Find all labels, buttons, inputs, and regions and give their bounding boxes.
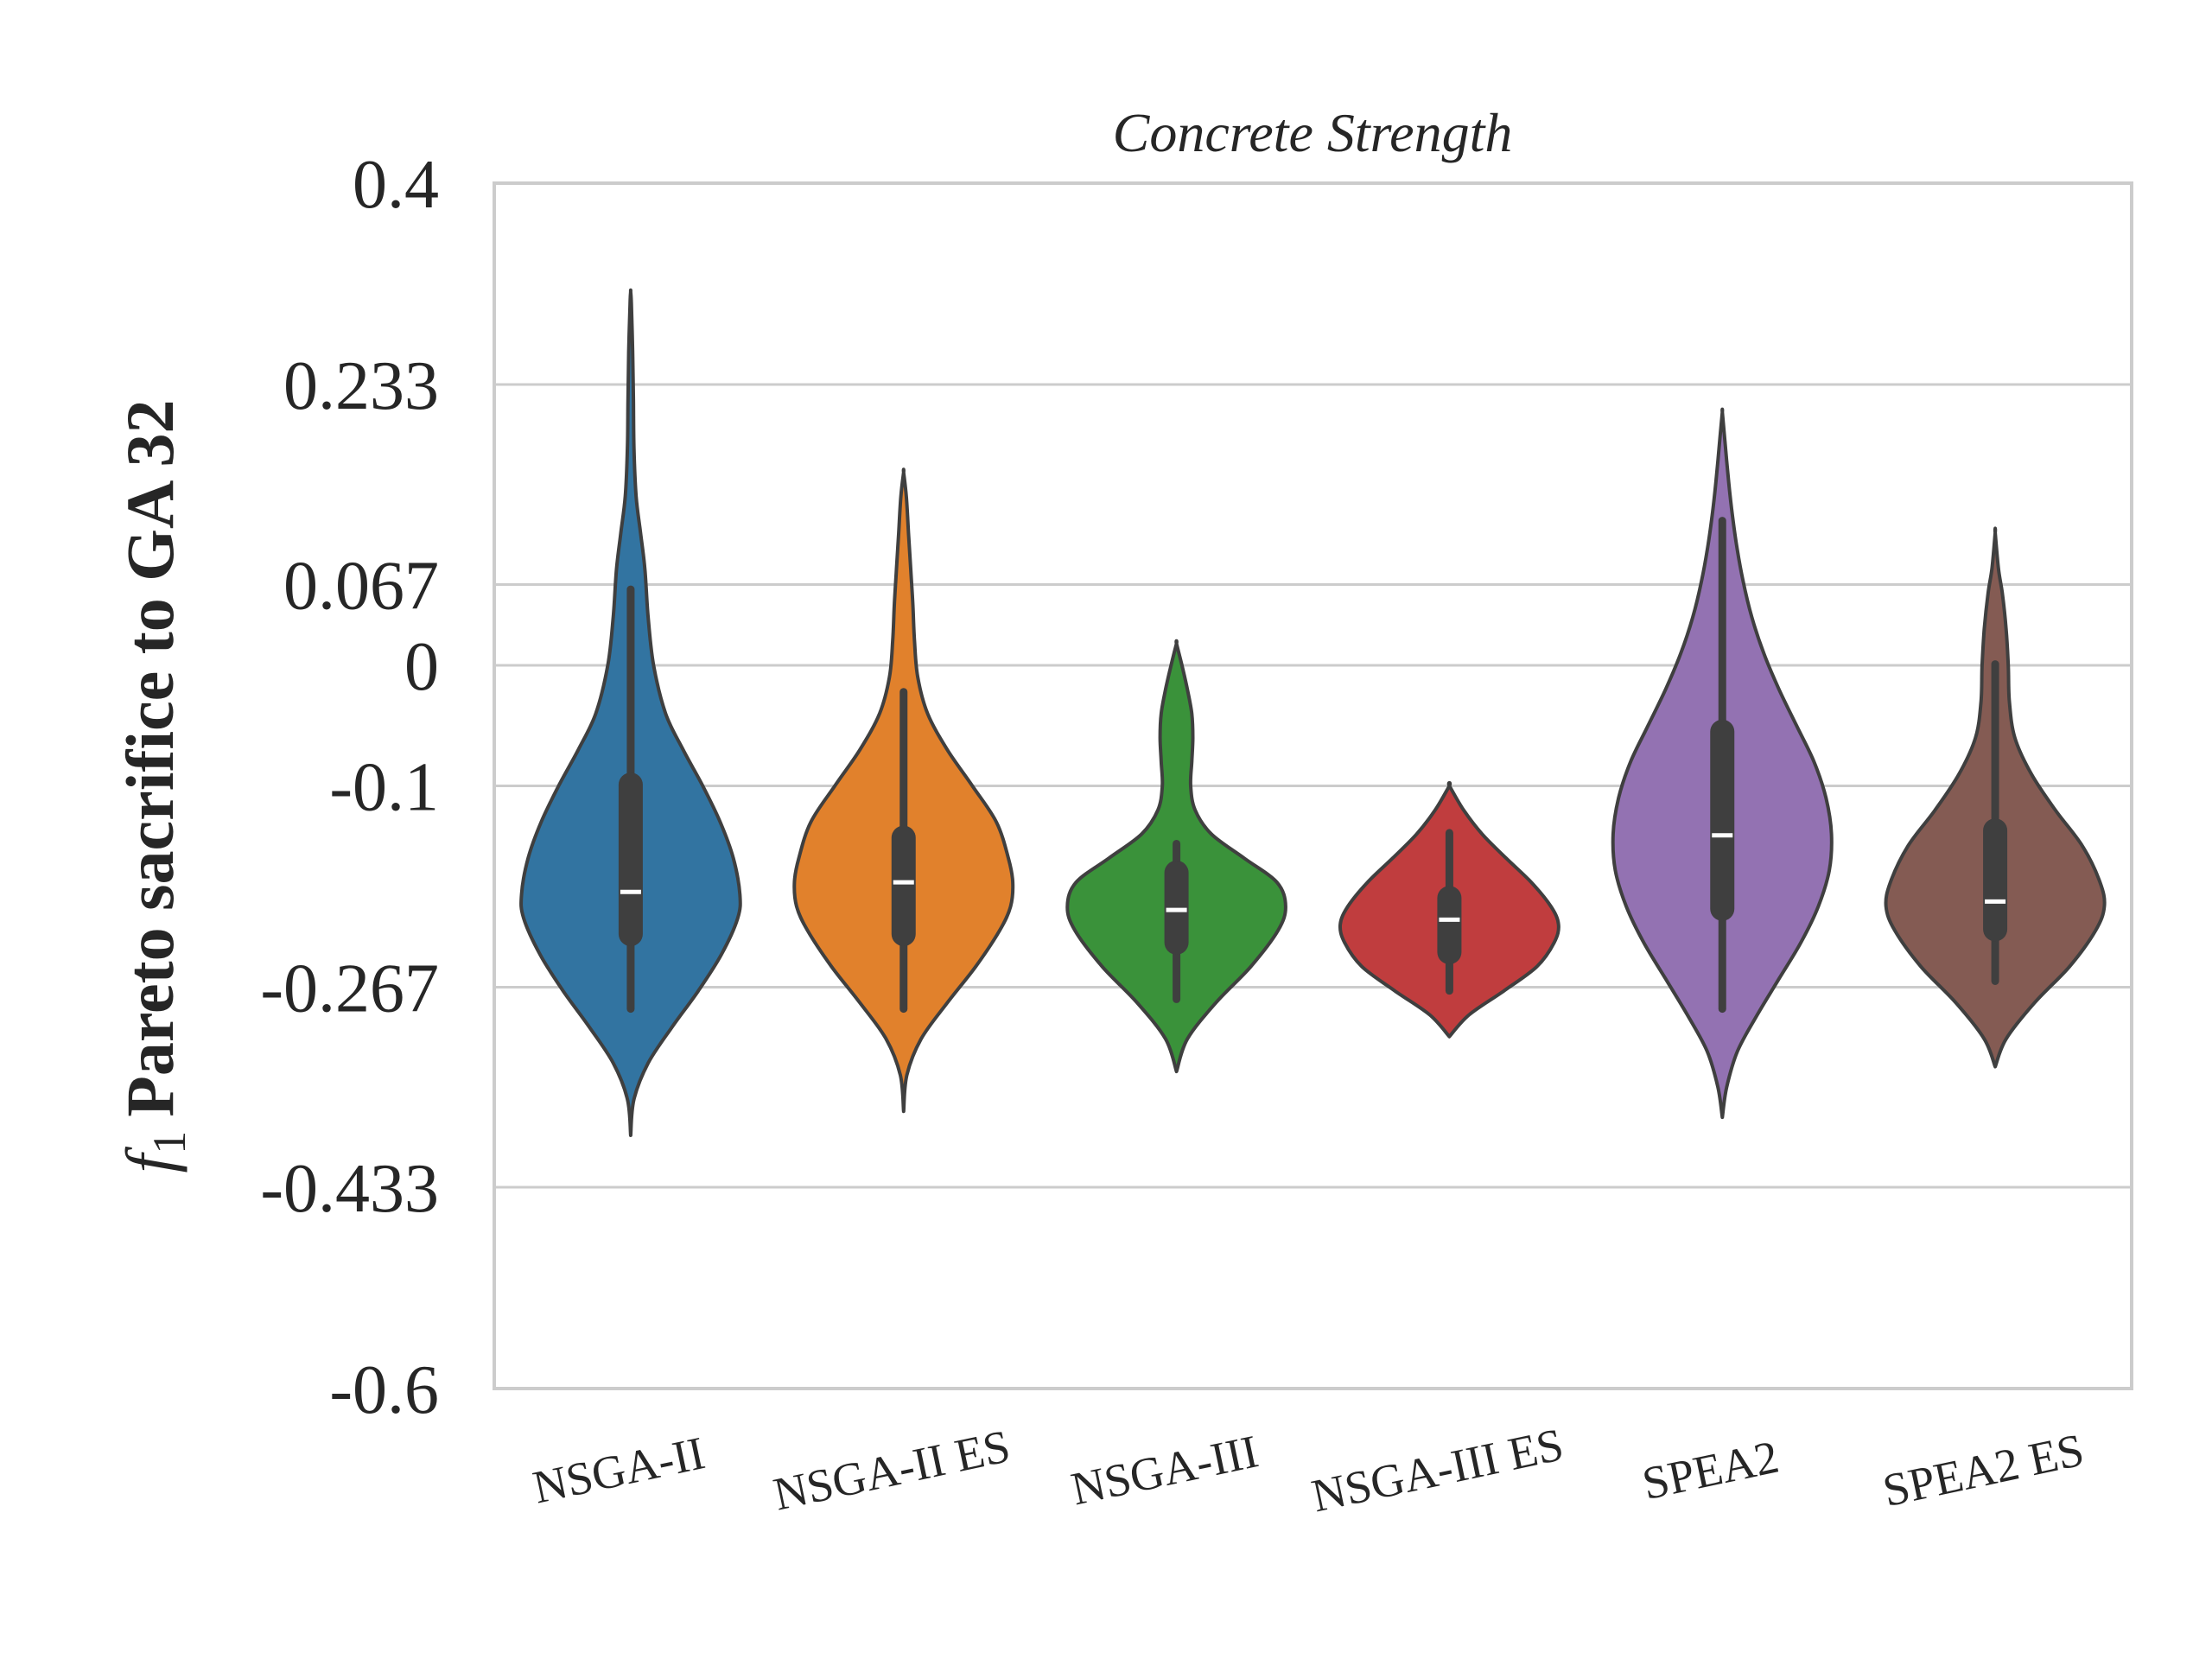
y-tick-label: -0.433	[260, 1151, 439, 1227]
y-tick-label: 0.067	[283, 549, 439, 625]
y-axis-label-subscript: 1	[143, 1131, 195, 1154]
y-axis-label-text: Pareto sacrifice to GA 32	[112, 400, 188, 1117]
x-category-label: NSGA-III ES	[1307, 1418, 1568, 1522]
violin-iqr-box-0	[618, 772, 643, 947]
violin-iqr-box-2	[1164, 860, 1189, 955]
y-tick-label: 0.4	[353, 147, 439, 223]
plot-frame	[493, 181, 2133, 1390]
violin-iqr-box-5	[1983, 818, 2008, 942]
y-tick-label: -0.1	[329, 750, 439, 826]
violins	[519, 288, 2107, 1137]
x-category-labels: NSGA-II NSGA-II ES NSGA-III NSGA-III ES SPEA…	[529, 1418, 2088, 1522]
y-axis-label: f1Pareto sacrifice to GA 32	[112, 400, 195, 1173]
violin-iqr-box-3	[1437, 886, 1462, 964]
gridlines	[494, 383, 2132, 1189]
chart-title: Concrete Strength	[1113, 102, 1513, 163]
violin-iqr-box-4	[1710, 719, 1735, 921]
x-category-label: NSGA-II ES	[769, 1420, 1014, 1520]
x-category-label: NSGA-III	[1067, 1425, 1263, 1515]
violin-iqr-box-1	[891, 825, 916, 947]
x-category-label: SPEA2 ES	[1878, 1424, 2088, 1517]
y-tick-label: -0.6	[329, 1352, 439, 1428]
y-tick-label: -0.267	[260, 950, 439, 1027]
y-tick-label: 0	[404, 629, 439, 705]
x-category-label: SPEA2	[1637, 1431, 1783, 1510]
x-category-label: NSGA-II	[529, 1427, 709, 1513]
y-tick-label: 0.233	[283, 348, 439, 424]
